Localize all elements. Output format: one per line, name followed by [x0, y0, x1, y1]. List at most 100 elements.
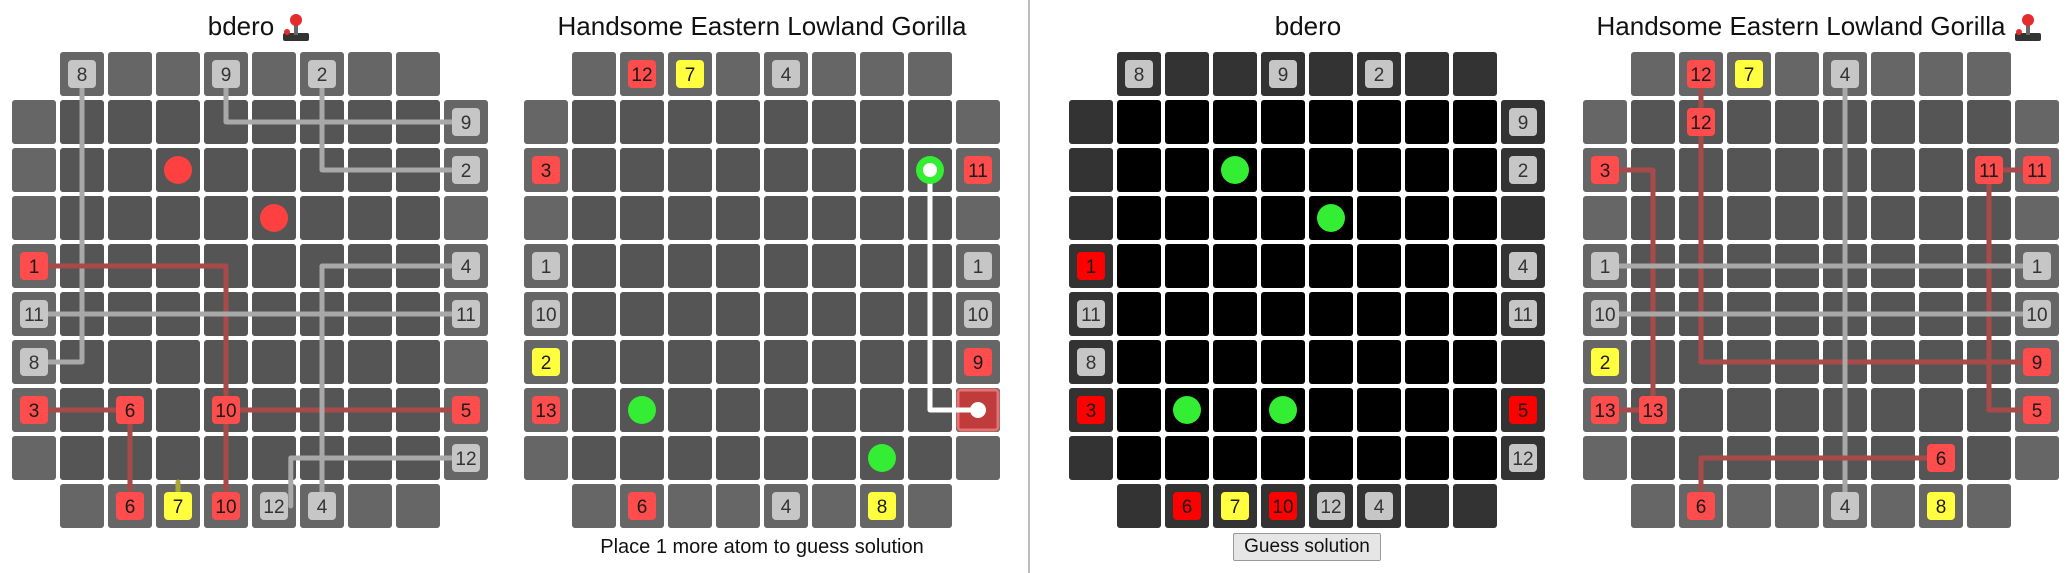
- edge-label[interactable]: 12: [628, 60, 656, 88]
- edge-label[interactable]: 3: [532, 156, 560, 184]
- edge-label[interactable]: 4: [1831, 60, 1859, 88]
- grid-cell[interactable]: [860, 196, 904, 240]
- grid-cell[interactable]: [1261, 148, 1305, 192]
- edge-label[interactable]: 7: [164, 492, 192, 520]
- grid-cell[interactable]: [348, 196, 392, 240]
- edge-label[interactable]: 4: [308, 492, 336, 520]
- grid-cell[interactable]: [1213, 196, 1257, 240]
- edge-label[interactable]: 9: [1509, 108, 1537, 136]
- edge-label[interactable]: 1: [1077, 252, 1105, 280]
- grid-cell[interactable]: [572, 292, 616, 336]
- grid-cell[interactable]: [108, 148, 152, 192]
- grid-cell[interactable]: [1357, 196, 1401, 240]
- grid-cell[interactable]: [108, 340, 152, 384]
- edge-cell[interactable]: [348, 484, 392, 528]
- edge-label[interactable]: 10: [2023, 300, 2051, 328]
- edge-cell[interactable]: [60, 484, 104, 528]
- edge-cell[interactable]: [1405, 484, 1449, 528]
- grid-cell[interactable]: [60, 436, 104, 480]
- grid-cell[interactable]: [812, 148, 856, 192]
- grid-cell[interactable]: [1775, 388, 1819, 432]
- grid-cell[interactable]: [1117, 100, 1161, 144]
- grid-cell[interactable]: [1357, 388, 1401, 432]
- edge-cell[interactable]: [572, 484, 616, 528]
- edge-cell[interactable]: [12, 196, 56, 240]
- edge-label[interactable]: 1: [532, 252, 560, 280]
- edge-label[interactable]: 5: [452, 396, 480, 424]
- grid-cell[interactable]: [1727, 196, 1771, 240]
- grid-cell[interactable]: [668, 436, 712, 480]
- grid-cell[interactable]: [572, 100, 616, 144]
- edge-label[interactable]: 4: [1509, 252, 1537, 280]
- grid-cell[interactable]: [764, 100, 808, 144]
- edge-cell[interactable]: [812, 484, 856, 528]
- grid-cell[interactable]: [908, 436, 952, 480]
- grid-cell[interactable]: [764, 148, 808, 192]
- grid-cell[interactable]: [572, 244, 616, 288]
- edge-label[interactable]: 12: [1687, 60, 1715, 88]
- grid-cell[interactable]: [1309, 148, 1353, 192]
- edge-cell[interactable]: [860, 52, 904, 96]
- edge-cell[interactable]: [572, 52, 616, 96]
- edge-cell[interactable]: [108, 52, 152, 96]
- grid-cell[interactable]: [1357, 436, 1401, 480]
- edge-cell[interactable]: [1501, 340, 1545, 384]
- grid-cell[interactable]: [1165, 100, 1209, 144]
- grid-cell[interactable]: [1357, 292, 1401, 336]
- edge-label[interactable]: 5: [2023, 396, 2051, 424]
- edge-cell[interactable]: [1117, 484, 1161, 528]
- grid-cell[interactable]: [1631, 100, 1675, 144]
- atom-marker[interactable]: [164, 156, 192, 184]
- edge-label[interactable]: 2: [1591, 348, 1619, 376]
- edge-label[interactable]: 10: [964, 300, 992, 328]
- guess-solution-button[interactable]: Guess solution: [1233, 533, 1381, 561]
- edge-cell[interactable]: [348, 52, 392, 96]
- edge-cell[interactable]: [524, 100, 568, 144]
- edge-cell[interactable]: [1727, 484, 1771, 528]
- grid-cell[interactable]: [812, 340, 856, 384]
- grid-cell[interactable]: [716, 388, 760, 432]
- grid-cell[interactable]: [204, 196, 248, 240]
- edge-label[interactable]: 3: [1591, 156, 1619, 184]
- grid-cell[interactable]: [1727, 388, 1771, 432]
- grid-cell[interactable]: [1117, 340, 1161, 384]
- grid-cell[interactable]: [1117, 388, 1161, 432]
- edge-label[interactable]: 1: [20, 252, 48, 280]
- edge-cell[interactable]: [1069, 196, 1113, 240]
- grid-cell[interactable]: [1453, 244, 1497, 288]
- edge-cell[interactable]: [444, 340, 488, 384]
- edge-cell[interactable]: [1919, 52, 1963, 96]
- grid-cell[interactable]: [1679, 388, 1723, 432]
- edge-label[interactable]: 2: [532, 348, 560, 376]
- grid-cell[interactable]: [812, 244, 856, 288]
- grid-cell[interactable]: [300, 196, 344, 240]
- grid-cell[interactable]: [1871, 196, 1915, 240]
- grid-cell[interactable]: [572, 436, 616, 480]
- edge-cell[interactable]: [956, 100, 1000, 144]
- grid-cell[interactable]: [1357, 148, 1401, 192]
- edge-label[interactable]: 10: [212, 492, 240, 520]
- grid-cell[interactable]: [1727, 100, 1771, 144]
- grid-cell[interactable]: [348, 340, 392, 384]
- grid-cell[interactable]: [156, 436, 200, 480]
- grid-cell[interactable]: [252, 436, 296, 480]
- edge-label[interactable]: 8: [1927, 492, 1955, 520]
- edge-label[interactable]: 3: [1077, 396, 1105, 424]
- grid-cell[interactable]: [1405, 100, 1449, 144]
- grid-cell[interactable]: [252, 148, 296, 192]
- grid-cell[interactable]: [1117, 292, 1161, 336]
- edge-cell[interactable]: [908, 484, 952, 528]
- edge-cell[interactable]: [668, 484, 712, 528]
- edge-cell[interactable]: [1583, 100, 1627, 144]
- edge-cell[interactable]: [2015, 196, 2059, 240]
- grid-cell[interactable]: [1453, 292, 1497, 336]
- grid-cell[interactable]: [1213, 292, 1257, 336]
- edge-cell[interactable]: [1871, 52, 1915, 96]
- grid-cell[interactable]: [1775, 100, 1819, 144]
- grid-cell[interactable]: [1117, 436, 1161, 480]
- edge-label[interactable]: 9: [212, 60, 240, 88]
- edge-label[interactable]: 6: [628, 492, 656, 520]
- edge-label[interactable]: 11: [452, 300, 480, 328]
- grid-cell[interactable]: [1727, 148, 1771, 192]
- grid-cell[interactable]: [1871, 388, 1915, 432]
